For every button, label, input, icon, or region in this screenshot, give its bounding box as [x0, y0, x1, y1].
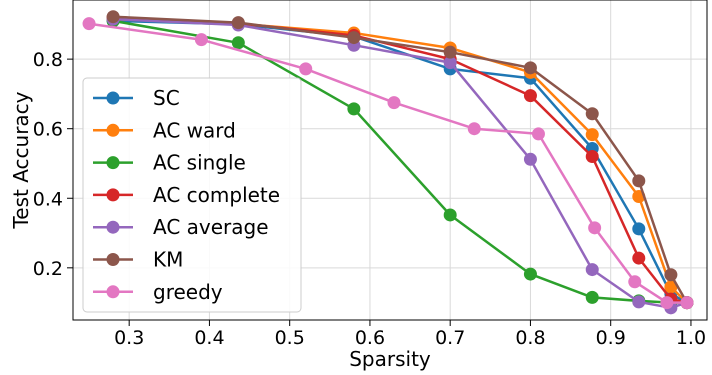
series-greedy [82, 17, 694, 310]
data-point [523, 89, 537, 103]
legend-marker [106, 285, 120, 299]
data-point [523, 152, 537, 166]
data-point [585, 150, 599, 164]
x-tick-label: 0.4 [194, 327, 224, 349]
x-tick-label: 0.7 [435, 327, 465, 349]
data-point [194, 33, 208, 47]
y-axis-label: Test Accuracy [9, 91, 33, 229]
data-point [588, 221, 602, 235]
series-layer [82, 10, 694, 315]
data-point [347, 31, 361, 45]
legend-item: KM [93, 248, 183, 272]
data-point [585, 290, 599, 304]
legend-label: KM [153, 248, 183, 272]
data-point [531, 127, 545, 141]
data-point [680, 296, 694, 310]
legend-label: greedy [153, 280, 223, 304]
y-tick-label: 0.8 [33, 49, 63, 71]
legend-label: AC complete [153, 183, 280, 207]
legend-item: AC single [93, 151, 246, 175]
legend-marker [106, 91, 120, 105]
data-point [443, 45, 457, 59]
y-tick-label: 0.4 [33, 188, 63, 210]
data-point [82, 17, 96, 31]
data-point [632, 222, 646, 236]
data-point [660, 296, 674, 310]
plot-frame [72, 0, 708, 321]
data-point [585, 128, 599, 142]
legend: SC AC ward AC single AC complete AC average K… [82, 77, 302, 313]
legend-label: AC ward [153, 118, 236, 142]
data-point [231, 36, 245, 50]
data-point [664, 280, 678, 294]
x-axis-label: Sparsity [349, 347, 431, 371]
data-point [632, 251, 646, 265]
legend-label: SC [153, 86, 180, 110]
series-km [106, 10, 694, 310]
legend-marker [106, 220, 120, 234]
data-point [387, 96, 401, 110]
data-point [585, 263, 599, 277]
legend-box [82, 77, 302, 313]
legend-marker [106, 123, 120, 137]
x-tick-label: 0.3 [114, 327, 144, 349]
legend-label: AC single [153, 151, 246, 175]
x-tick-label: 1.0 [676, 327, 706, 349]
data-point [632, 174, 646, 188]
x-tick-label: 0.5 [275, 327, 305, 349]
x-tick-label: 0.6 [355, 327, 385, 349]
legend-item: AC complete [93, 183, 280, 207]
legend-label: AC average [153, 215, 269, 239]
legend-marker [106, 156, 120, 170]
data-point [664, 268, 678, 282]
legend-marker [106, 253, 120, 266]
x-tick-label: 0.8 [515, 327, 545, 349]
y-tick-label: 0.2 [33, 258, 63, 280]
data-point [585, 107, 599, 121]
data-point [299, 62, 313, 76]
data-point [347, 102, 361, 116]
x-axis-ticks: 0.3 0.4 0.5 0.6 0.7 0.8 0.9 1.0 [114, 320, 706, 349]
data-point [231, 16, 245, 30]
y-tick-label: 0.6 [33, 119, 63, 141]
data-point [523, 61, 537, 75]
data-point [523, 267, 537, 281]
legend-item: AC ward [93, 118, 236, 142]
data-point [443, 56, 457, 70]
legend-item: greedy [93, 280, 223, 304]
data-point [106, 10, 120, 24]
y-axis-ticks: 0.2 0.4 0.6 0.8 [33, 49, 73, 280]
data-point [632, 295, 646, 309]
data-point [467, 122, 481, 136]
legend-marker [106, 188, 120, 202]
x-tick-label: 0.9 [596, 327, 626, 349]
series-line [88, 22, 687, 304]
legend-item: AC average [93, 215, 269, 239]
data-point [628, 275, 642, 289]
data-point [443, 208, 457, 222]
legend-item: SC [93, 86, 180, 110]
